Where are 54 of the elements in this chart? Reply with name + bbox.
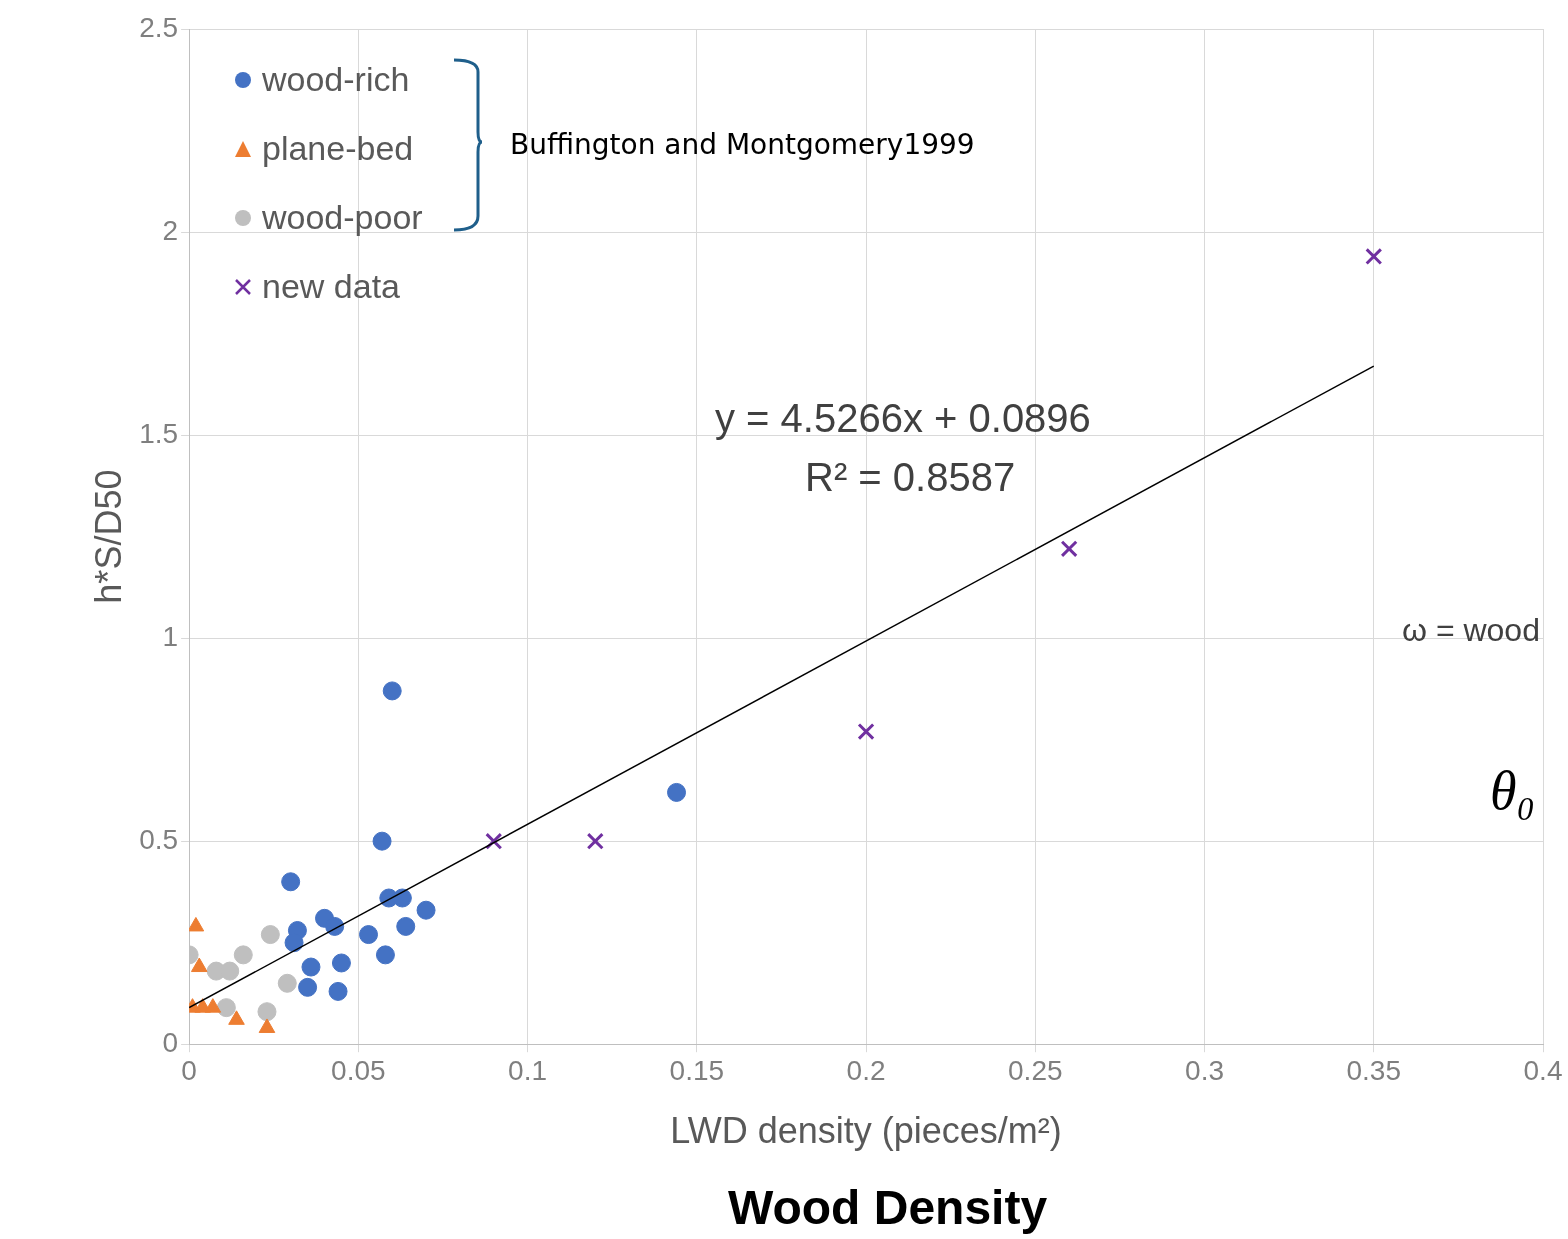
x-tick-label: 0.15 [669, 1054, 725, 1086]
x-axis-title: LWD density (pieces/m²) [670, 1110, 1062, 1152]
point [857, 722, 875, 741]
point [233, 945, 253, 965]
x-tick-label: 0.3 [1185, 1054, 1224, 1086]
point [204, 998, 222, 1013]
y-tick-label: 1 [162, 620, 179, 652]
point [392, 888, 412, 908]
x-tick-label: 0.4 [1523, 1054, 1563, 1086]
point [301, 957, 321, 977]
point [216, 998, 236, 1018]
point [298, 977, 318, 997]
point [260, 925, 280, 945]
point [1060, 540, 1078, 558]
y-tick-label: 2 [162, 214, 179, 246]
point [328, 981, 348, 1001]
legend-label: wood-rich [262, 60, 410, 99]
annotation: R² = 0.8587 [805, 455, 1016, 500]
point [372, 831, 392, 851]
point [220, 961, 240, 981]
x-tick-label: 0.25 [1008, 1054, 1063, 1086]
point [382, 681, 402, 701]
annotation: θ₀ [1490, 760, 1536, 822]
y-tick-label: 1.5 [139, 417, 179, 449]
x-tick-label: 0.35 [1346, 1054, 1402, 1086]
x-tick-label: 0.2 [846, 1054, 886, 1086]
point [331, 953, 351, 973]
point [258, 1018, 276, 1033]
point [277, 973, 297, 993]
point [375, 945, 395, 965]
point [396, 916, 416, 936]
annotation: ω = wood [1402, 612, 1540, 649]
point [667, 782, 687, 802]
point [284, 933, 304, 953]
legend-label: new data [262, 267, 400, 306]
point [190, 957, 208, 973]
legend-label: wood-poor [262, 198, 423, 237]
annotation: Buffington and Montgomery1999 [510, 128, 975, 161]
y-tick-label: 0 [162, 1026, 179, 1058]
point [281, 872, 301, 892]
point [228, 1010, 245, 1025]
x-tick-label: 0.05 [331, 1054, 386, 1086]
point [586, 832, 604, 850]
annotation: y = 4.5266x + 0.0896 [715, 396, 1091, 441]
y-axis-title: h*S/D50 [87, 469, 129, 604]
point [1365, 247, 1383, 265]
y-tick-label: 2.5 [139, 11, 179, 43]
point [359, 925, 379, 945]
point [257, 1002, 277, 1022]
text: Wood Density [728, 1180, 1048, 1235]
y-tick-label: 0.5 [139, 823, 179, 855]
legend-label: plane-bed [262, 129, 414, 168]
x-tick-label: 0.1 [508, 1054, 548, 1086]
point [416, 900, 436, 920]
